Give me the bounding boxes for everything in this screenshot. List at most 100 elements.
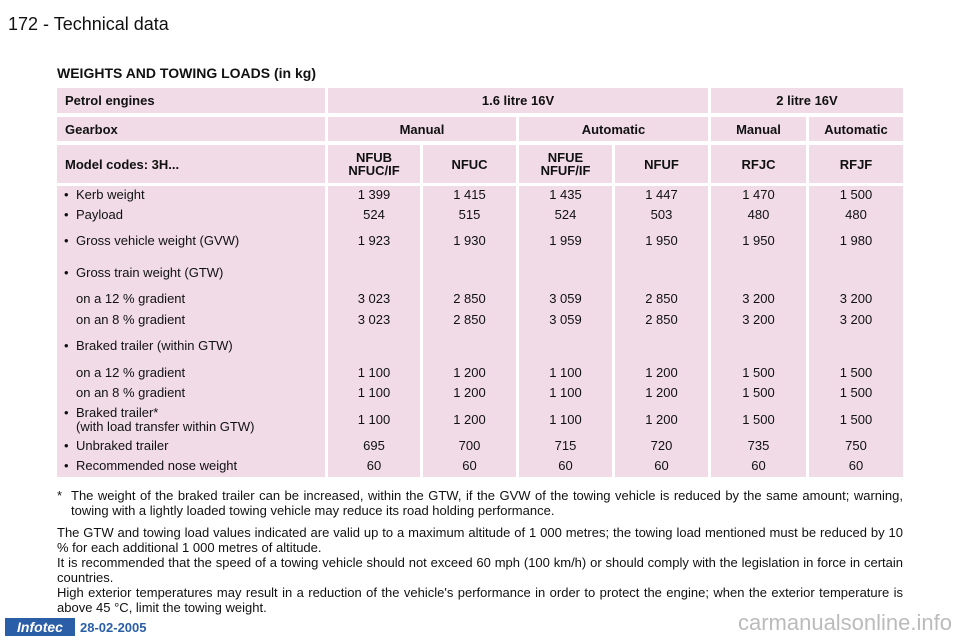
- column-background: [615, 186, 708, 477]
- cell-value: 1 950: [742, 233, 775, 248]
- page-header: 172 - Technical data: [8, 14, 169, 34]
- header-cell: RFJC: [711, 145, 806, 183]
- bullet: •: [64, 187, 69, 202]
- cell-value: 1 447: [645, 187, 678, 202]
- column-background: [423, 186, 516, 477]
- header-cell: NFUE NFUF/IF: [519, 145, 612, 183]
- row-label: Braked trailer* (with load transfer with…: [76, 405, 255, 434]
- column-background: [328, 186, 420, 477]
- cell-value: 2 850: [453, 312, 486, 327]
- cell-value: 3 023: [357, 291, 391, 306]
- cell-value: 503: [650, 207, 673, 222]
- cell-value: 1 500: [742, 385, 775, 400]
- cell-value: 750: [845, 438, 867, 453]
- row-label: Gross vehicle weight (GVW): [76, 233, 240, 248]
- cell-value: 700: [458, 438, 481, 453]
- cell-value: 1 980: [839, 233, 873, 248]
- header-cell: Manual: [328, 117, 516, 141]
- footnote: * The weight of the braked trailer can b…: [57, 488, 903, 518]
- section-title: WEIGHTS AND TOWING LOADS (in kg): [57, 65, 316, 81]
- cell-value: 524: [554, 207, 577, 222]
- cell-value: 1 500: [839, 187, 873, 202]
- cell-value: 1 930: [453, 233, 486, 248]
- cell-value: 1 950: [645, 233, 678, 248]
- cell-value: 2 850: [645, 291, 678, 306]
- cell-value: 3 023: [357, 312, 391, 327]
- row-label: Recommended nose weight: [76, 458, 238, 473]
- column-background: [519, 186, 612, 477]
- row-label: Kerb weight: [76, 187, 145, 202]
- cell-value: 1 100: [549, 385, 582, 400]
- header-cell: 1.6 litre 16V: [328, 88, 708, 113]
- paragraph: It is recommended that the speed of a to…: [57, 555, 903, 585]
- watermark: carmanualsonline.info: [737, 610, 952, 635]
- cell-value: 1 200: [645, 385, 678, 400]
- footnote-text: The weight of the braked trailer can be …: [71, 488, 903, 518]
- cell-value: 3 059: [549, 291, 582, 306]
- cell-value: 1 500: [839, 365, 873, 380]
- cell-value: 720: [650, 438, 673, 453]
- header-cell: Petrol engines: [57, 88, 325, 113]
- header-cell: Automatic: [519, 117, 708, 141]
- cell-value: 3 059: [549, 312, 582, 327]
- cell-value: 1 500: [742, 412, 775, 427]
- header-cell: NFUC: [423, 145, 516, 183]
- logo: Infotec: [5, 618, 75, 636]
- cell-value: 3 200: [742, 291, 775, 306]
- row-sublabel: on an 8 % gradient: [76, 312, 186, 327]
- cell-value: 60: [848, 458, 864, 473]
- cell-value: 695: [363, 438, 385, 453]
- header-cell: NFUB NFUC/IF: [328, 145, 420, 183]
- cell-value: 60: [558, 458, 573, 473]
- cell-value: 1 100: [357, 385, 391, 400]
- cell-value: 60: [462, 458, 477, 473]
- cell-value: 1 500: [742, 365, 775, 380]
- cell-value: 1 200: [453, 365, 486, 380]
- header-cell: Manual: [711, 117, 806, 141]
- date: 28-02-2005: [80, 620, 147, 635]
- cell-value: 1 500: [839, 385, 873, 400]
- row-sublabel: on a 12 % gradient: [76, 365, 186, 380]
- cell-value: 715: [554, 438, 577, 453]
- bullet: •: [64, 405, 69, 420]
- cell-value: 3 200: [839, 312, 873, 327]
- footnote-mark: *: [57, 488, 63, 503]
- bullet: •: [64, 458, 69, 473]
- bullet: •: [64, 265, 69, 280]
- cell-value: 1 399: [357, 187, 391, 202]
- cell-value: 1 415: [453, 187, 486, 202]
- cell-value: 1 959: [549, 233, 582, 248]
- paragraph: The GTW and towing load values indicated…: [57, 525, 903, 555]
- paragraph: High exterior temperatures may result in…: [57, 585, 903, 615]
- cell-value: 3 200: [839, 291, 873, 306]
- column-background: [57, 186, 325, 477]
- header-cell: NFUF: [615, 145, 708, 183]
- row-label: Gross train weight (GTW): [76, 265, 224, 280]
- cell-value: 515: [458, 207, 481, 222]
- cell-value: 2 850: [453, 291, 486, 306]
- cell-value: 1 100: [357, 412, 391, 427]
- column-background: [809, 186, 903, 477]
- header-cell: Model codes: 3H...: [57, 145, 325, 183]
- cell-value: 1 923: [357, 233, 391, 248]
- header-cell: Gearbox: [57, 117, 325, 141]
- header-cell: Automatic: [809, 117, 903, 141]
- cell-value: 1 435: [549, 187, 582, 202]
- cell-value: 1 200: [645, 412, 678, 427]
- bullet: •: [64, 233, 69, 248]
- cell-value: 1 470: [742, 187, 775, 202]
- bullet: •: [64, 207, 69, 222]
- cell-value: 3 200: [742, 312, 775, 327]
- row-sublabel: on a 12 % gradient: [76, 291, 186, 306]
- cell-value: 1 200: [453, 412, 486, 427]
- column-background: [711, 186, 806, 477]
- cell-value: 60: [366, 458, 382, 473]
- cell-value: 480: [845, 207, 867, 222]
- cell-value: 1 100: [549, 412, 582, 427]
- cell-value: 60: [654, 458, 669, 473]
- cell-value: 1 100: [549, 365, 582, 380]
- bullet: •: [64, 338, 69, 353]
- cell-value: 60: [751, 458, 766, 473]
- header-cell: 2 litre 16V: [711, 88, 903, 113]
